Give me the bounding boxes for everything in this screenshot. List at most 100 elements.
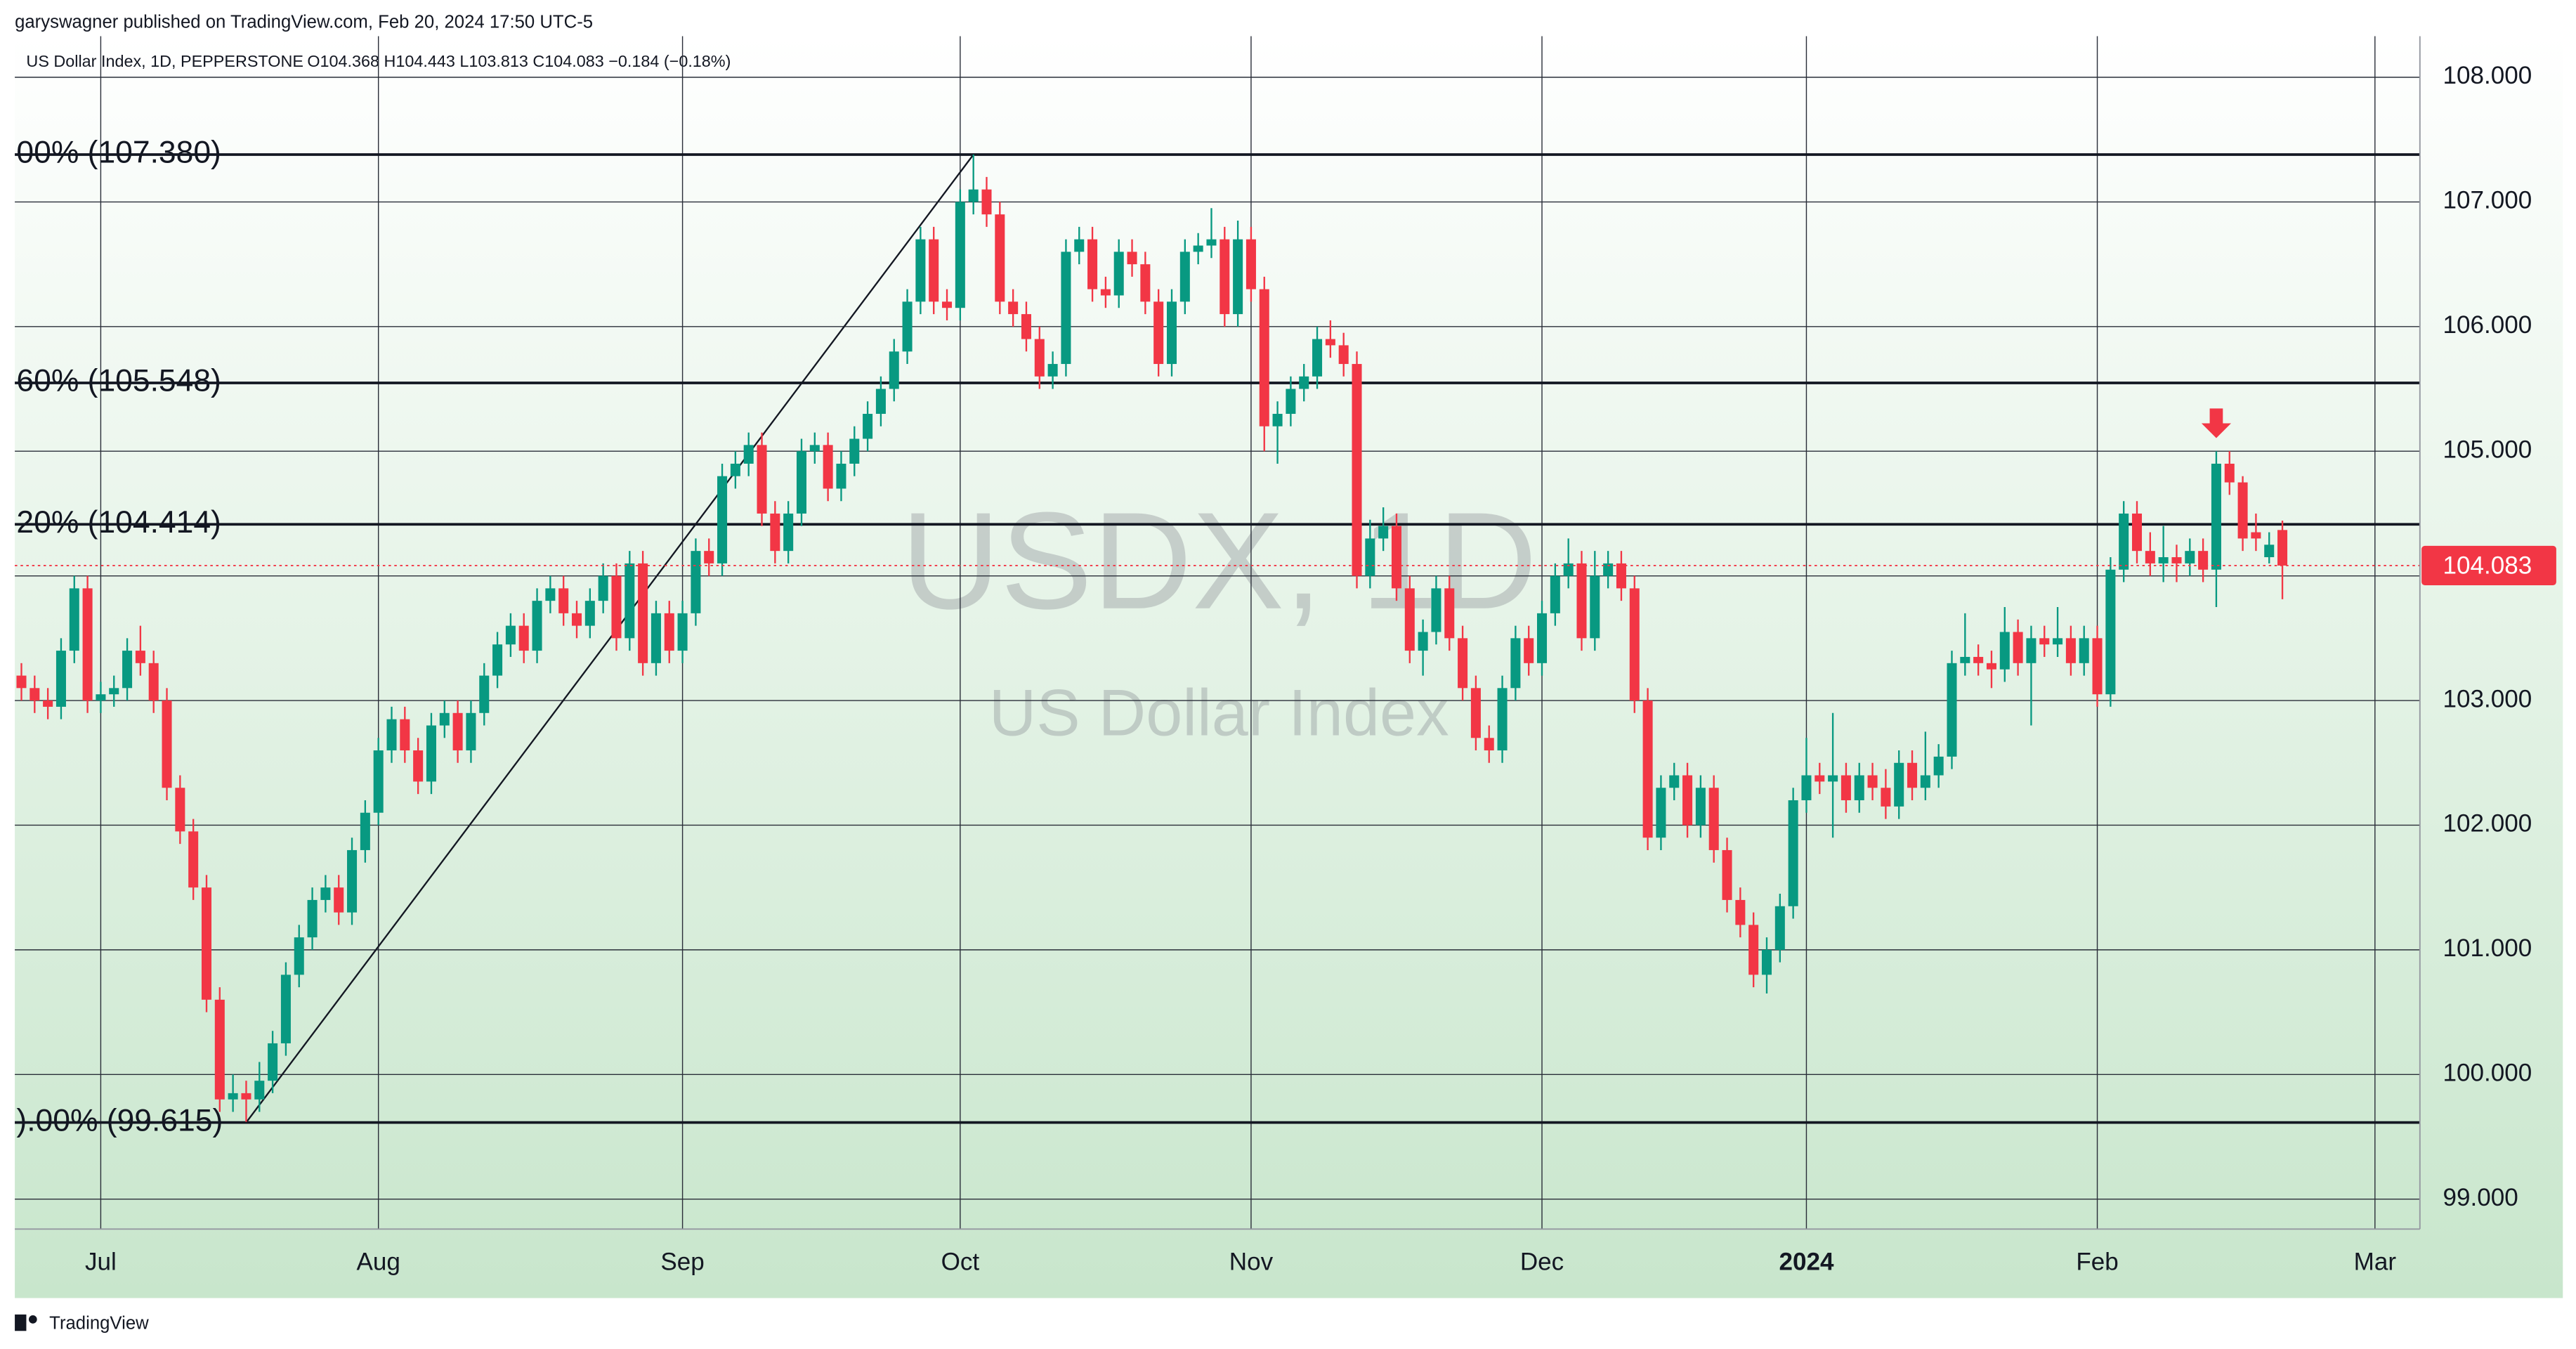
candle-body — [1206, 239, 1217, 246]
candle-body — [1933, 756, 1944, 776]
y-tick-label: 106.000 — [2443, 311, 2532, 339]
candle-body — [1286, 389, 1296, 415]
candle-body — [69, 588, 79, 651]
candle-body — [2065, 638, 2076, 663]
candle-body — [598, 575, 608, 601]
candle-body — [902, 301, 913, 352]
candle-body — [995, 214, 1005, 302]
candle-body — [1299, 376, 1309, 389]
candle-body — [1008, 301, 1019, 315]
candle-body — [1761, 949, 1772, 975]
symbol-legend: US Dollar Index, 1D, PEPPERSTONE — [26, 52, 303, 70]
candle-body — [1404, 588, 1415, 651]
candle-body — [1841, 775, 1851, 800]
candle-body — [1907, 762, 1918, 788]
candle-body — [2277, 530, 2288, 566]
candle-body — [849, 438, 860, 464]
candle-body — [268, 1043, 278, 1081]
candle-body — [1074, 239, 1085, 252]
fib-level-label: 20% (104.414) — [16, 505, 221, 540]
candle-body — [1550, 575, 1560, 613]
candle-body — [770, 513, 780, 552]
y-tick-label: 101.000 — [2443, 934, 2532, 962]
candle-body — [955, 202, 965, 308]
candle-body — [466, 712, 476, 751]
candle-body — [1259, 289, 1269, 426]
candle-body — [386, 719, 397, 751]
candle-body — [1325, 339, 1335, 346]
ohlc-legend: O104.368 H104.443 L103.813 C104.083 −0.1… — [307, 52, 731, 70]
candle-body — [135, 651, 145, 663]
candle-body — [2251, 532, 2261, 539]
candle-body — [2211, 463, 2221, 570]
footer-brand: TradingView — [49, 1314, 149, 1334]
candle-body — [1378, 526, 1389, 539]
candle-body — [1233, 239, 1243, 315]
candle-body — [1920, 775, 1930, 788]
candle-body — [915, 239, 926, 302]
candle-body — [1365, 538, 1375, 576]
candle-body — [1470, 688, 1481, 738]
candle-body — [1947, 663, 1957, 757]
candle-body — [2237, 482, 2248, 539]
candle-body — [1708, 788, 1719, 850]
candle-body — [280, 975, 291, 1043]
candle-body — [1986, 663, 1996, 670]
candle-body — [1656, 788, 1666, 838]
candle-body — [1815, 775, 1825, 782]
candle-body — [1960, 656, 1970, 663]
x-tick-label: Mar — [2354, 1249, 2397, 1276]
candle-body — [942, 301, 953, 308]
candle-body — [1867, 775, 1878, 788]
publisher-header: garyswagner published on TradingView.com… — [15, 13, 593, 32]
candle-body — [294, 937, 304, 975]
candle-body — [1695, 788, 1706, 826]
candle-body — [175, 788, 185, 832]
candle-body — [82, 588, 93, 701]
candle-body — [2131, 513, 2143, 552]
candle-body — [664, 613, 674, 651]
candle-body — [571, 613, 582, 626]
candle-body — [836, 463, 846, 489]
candle-body — [717, 476, 728, 563]
candle-body — [638, 563, 648, 663]
candle-body — [413, 750, 424, 782]
last-price-box — [2421, 545, 2556, 585]
candle-body — [2119, 513, 2129, 570]
candle-body — [1682, 775, 1693, 826]
x-tick-label: Dec — [1520, 1249, 1564, 1276]
candle-body — [1999, 632, 2010, 670]
chart-background — [15, 36, 2563, 1298]
candle-body — [1127, 252, 1137, 265]
candle-body — [1603, 563, 1614, 576]
candle-body — [347, 849, 358, 913]
y-tick-label: 103.000 — [2443, 685, 2532, 712]
candle-body — [1047, 364, 1058, 377]
fib-trend-line — [245, 154, 974, 1123]
y-tick-label: 100.000 — [2443, 1060, 2532, 1087]
candle-body — [1629, 588, 1640, 701]
candle-body — [545, 588, 556, 601]
candle-body — [1444, 588, 1455, 639]
candle-body — [334, 887, 344, 913]
candle-body — [505, 625, 516, 645]
candle-body — [2105, 569, 2116, 695]
candle-body — [360, 812, 370, 850]
candle-body — [2185, 551, 2195, 563]
candle-body — [1087, 239, 1098, 289]
candle-body — [1748, 925, 1759, 975]
candle-body — [254, 1081, 265, 1100]
candle-body — [2026, 638, 2036, 663]
candle-body — [439, 712, 450, 726]
candle-body — [228, 1093, 238, 1100]
candle-body — [1140, 264, 1151, 302]
y-tick-label: 107.000 — [2443, 187, 2532, 214]
candle-body — [96, 694, 106, 701]
candle-body — [968, 189, 979, 202]
candle-body — [796, 451, 807, 514]
candle-body — [148, 663, 159, 701]
candle-body — [863, 414, 873, 439]
candle-body — [584, 601, 595, 626]
candle-body — [532, 601, 542, 651]
